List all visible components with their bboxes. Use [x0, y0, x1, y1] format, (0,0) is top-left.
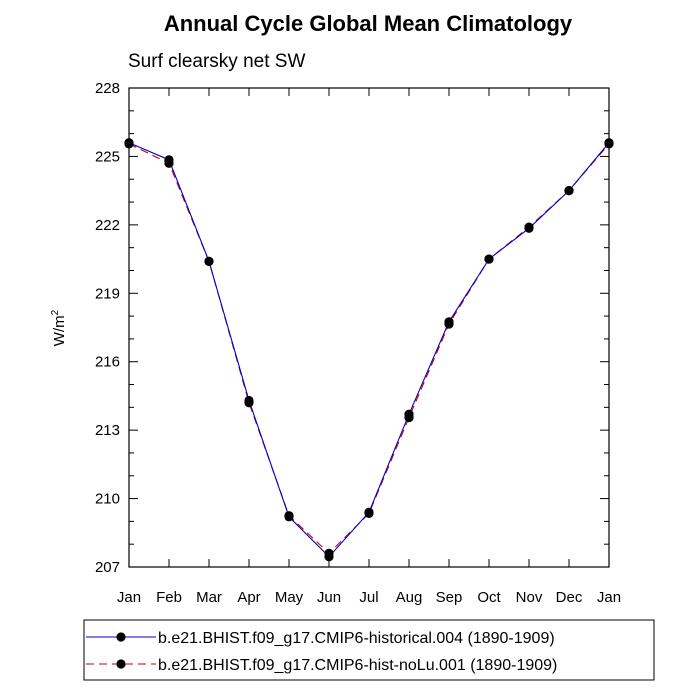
series-2-point: [604, 139, 614, 149]
series-2-point: [124, 139, 134, 149]
x-tick-label: May: [275, 589, 304, 606]
y-tick-label: 222: [95, 217, 120, 234]
series-2-point: [284, 511, 294, 521]
plot-frame: [128, 87, 610, 568]
axes-layer: Jan Feb Mar Apr May Jun Jul Aug Sep Oct Nov Dec Jan 2…: [95, 80, 621, 606]
x-tick-label: Jul: [359, 589, 378, 606]
x-tick-label: Jun: [317, 589, 341, 606]
x-tick-label: Aug: [396, 589, 423, 606]
series-2-point: [444, 319, 454, 329]
legend-box: [83, 619, 655, 681]
y-tick-label: 216: [95, 354, 120, 371]
legend-swatch-marker-2: [116, 659, 126, 669]
chart-subtitle: Surf clearsky net SW: [128, 51, 305, 72]
legend-swatch-marker-1: [116, 632, 126, 642]
x-tick-label: Feb: [156, 589, 182, 606]
legend: b.e21.BHIST.f09_g17.CMIP6-historical.004…: [83, 619, 655, 681]
series-line-1: [128, 142, 610, 558]
x-tick-label: Sep: [436, 589, 463, 606]
legend-label-1: b.e21.BHIST.f09_g17.CMIP6-historical.004…: [158, 630, 555, 647]
chart-title: Annual Cycle Global Mean Climatology: [164, 11, 573, 36]
series-line-2: [128, 143, 610, 555]
x-tick-label: Jan: [597, 589, 621, 606]
y-tick-label: 225: [95, 148, 120, 165]
y-tick-label: 228: [95, 80, 120, 97]
series-2-point: [324, 548, 334, 558]
series-2-point: [564, 186, 574, 196]
series-2-point: [364, 508, 374, 518]
x-tick-label: Dec: [556, 589, 583, 606]
x-tick-label: Nov: [516, 589, 543, 606]
y-tick-label: 219: [95, 285, 120, 302]
series-2-point: [484, 254, 494, 264]
legend-label-2: b.e21.BHIST.f09_g17.CMIP6-hist-noLu.001 …: [158, 657, 557, 674]
x-tick-label: Oct: [477, 589, 501, 606]
x-tick-label: Mar: [196, 589, 222, 606]
series-2-point: [524, 222, 534, 232]
series-layer: [124, 138, 614, 562]
series-2-point: [244, 398, 254, 408]
y-axis-label: W/m2: [50, 309, 68, 346]
y-tick-label: 213: [95, 422, 120, 439]
x-tick-label: Jan: [117, 589, 141, 606]
series-2-point: [164, 158, 174, 168]
series-2-point: [404, 412, 414, 423]
series-2-point: [204, 256, 214, 266]
y-tick-label: 210: [95, 491, 120, 508]
x-tick-label: Apr: [237, 589, 260, 606]
y-tick-label: 207: [95, 559, 120, 576]
